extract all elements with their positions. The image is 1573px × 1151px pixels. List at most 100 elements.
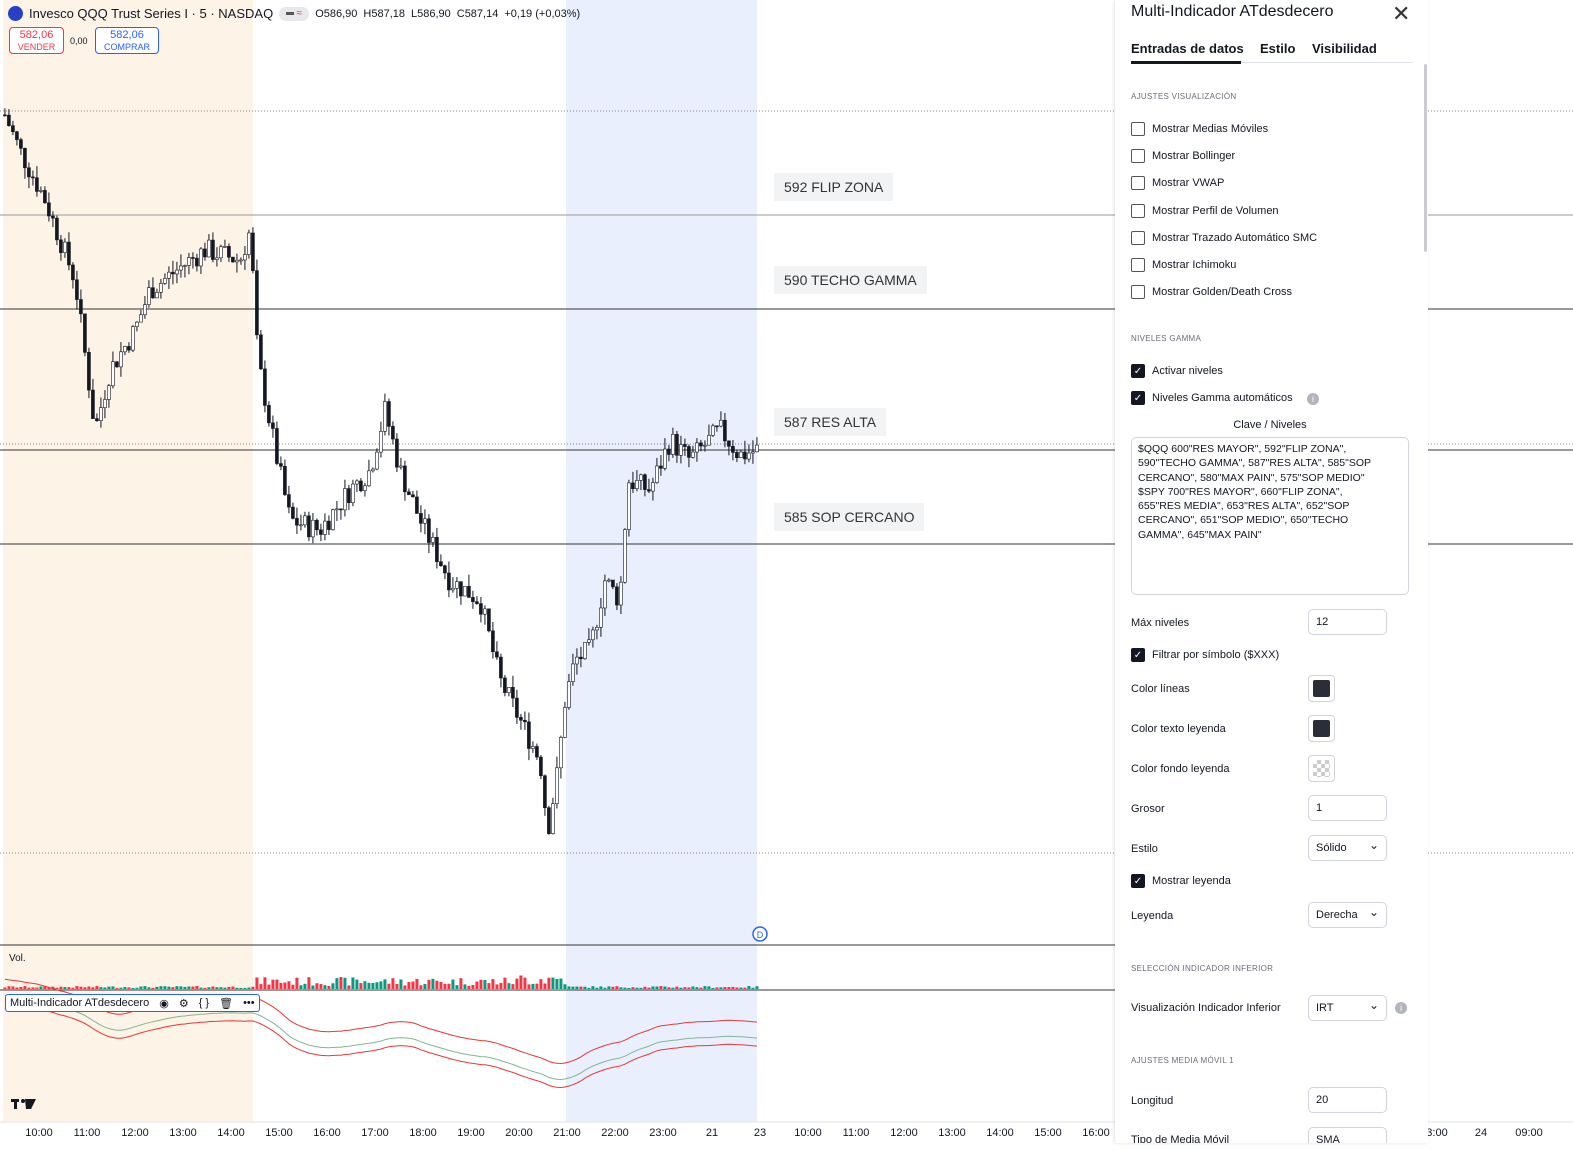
volume-bar bbox=[675, 986, 679, 989]
volume-bar bbox=[571, 986, 575, 989]
volume-bar bbox=[427, 979, 431, 989]
info-icon[interactable]: i bbox=[1395, 1002, 1407, 1014]
volume-bar bbox=[483, 980, 487, 989]
visual-option-checkbox[interactable]: Mostrar Perfil de Volumen bbox=[1131, 204, 1279, 218]
time-axis-label: 15:00 bbox=[265, 1127, 293, 1139]
thickness-label: Grosor bbox=[1131, 803, 1165, 815]
ma-type-select[interactable]: SMA bbox=[1308, 1127, 1387, 1143]
time-axis-label: 10:00 bbox=[794, 1127, 822, 1139]
volume-bar bbox=[567, 986, 571, 989]
volume-bar bbox=[275, 979, 279, 989]
visual-option-checkbox[interactable]: Mostrar Medias Móviles bbox=[1131, 122, 1268, 136]
legend-text-color-swatch[interactable] bbox=[1308, 715, 1335, 742]
candle bbox=[499, 653, 503, 688]
tab-style[interactable]: Estilo bbox=[1260, 41, 1296, 56]
candle bbox=[295, 507, 299, 535]
tab-inputs[interactable]: Entradas de datos bbox=[1131, 41, 1244, 56]
candle bbox=[635, 470, 639, 492]
eye-icon[interactable]: ◉ bbox=[159, 997, 169, 1010]
volume-bar bbox=[187, 986, 191, 989]
volume-bar bbox=[235, 987, 239, 989]
trash-icon[interactable]: 🗑 bbox=[219, 997, 234, 1010]
candle bbox=[403, 460, 407, 501]
legend-bg-color-label: Color fondo leyenda bbox=[1131, 763, 1230, 775]
thickness-input[interactable]: 1 bbox=[1308, 795, 1387, 821]
close-icon[interactable]: ✕ bbox=[1392, 1, 1411, 26]
candle bbox=[275, 421, 279, 466]
candle bbox=[447, 561, 451, 598]
source-code-icon[interactable]: { } bbox=[198, 997, 210, 1009]
indicator-legend[interactable]: Multi-Indicador ATdesdecero ◉ ⚙ { } 🗑 ••… bbox=[5, 994, 260, 1012]
activate-levels-checkbox[interactable]: ✓ Activar niveles bbox=[1131, 364, 1223, 378]
legend-position-select[interactable]: Derecha bbox=[1308, 902, 1387, 928]
candle bbox=[91, 378, 95, 419]
time-axis-label: 10:00 bbox=[25, 1127, 53, 1139]
candle bbox=[179, 254, 183, 278]
candle bbox=[135, 321, 139, 332]
volume-bar bbox=[323, 985, 327, 989]
sell-button[interactable]: 582,06 VENDER bbox=[9, 27, 64, 54]
volume-bar bbox=[587, 987, 591, 989]
panel-scrollbar[interactable] bbox=[1424, 64, 1427, 252]
candle bbox=[683, 438, 687, 456]
lower-indicator-select[interactable]: IRT bbox=[1308, 995, 1387, 1021]
volume-bar bbox=[231, 986, 235, 989]
buy-button[interactable]: 582,06 COMPRAR bbox=[95, 27, 159, 54]
candle bbox=[659, 455, 663, 476]
key-levels-textarea[interactable]: $QQQ 600"RES MAYOR", 592"FLIP ZONA", 590… bbox=[1131, 437, 1409, 595]
volume-bar bbox=[543, 983, 547, 989]
visual-option-checkbox[interactable]: Mostrar Bollinger bbox=[1131, 149, 1235, 163]
volume-bar bbox=[135, 987, 139, 989]
visual-option-checkbox[interactable]: Mostrar Trazado Automático SMC bbox=[1131, 231, 1317, 245]
tab-visibility[interactable]: Visibilidad bbox=[1312, 41, 1377, 56]
show-legend-label: Mostrar leyenda bbox=[1152, 875, 1231, 887]
symbol-title[interactable]: Invesco QQQ Trust Series I · 5 · NASDAQ bbox=[29, 6, 274, 21]
time-axis-label: 23 bbox=[753, 1127, 767, 1139]
candle bbox=[427, 514, 431, 554]
more-icon[interactable]: ••• bbox=[243, 997, 255, 1009]
candle bbox=[567, 673, 571, 710]
candle bbox=[559, 735, 563, 779]
time-axis-label: 13:00 bbox=[169, 1127, 197, 1139]
candle bbox=[723, 412, 727, 448]
volume-bar bbox=[639, 987, 643, 989]
filter-symbol-checkbox[interactable]: ✓ Filtrar por símbolo ($XXX) bbox=[1131, 648, 1279, 662]
visual-option-checkbox[interactable]: Mostrar Golden/Death Cross bbox=[1131, 285, 1292, 299]
candle bbox=[399, 457, 403, 470]
line-color-swatch[interactable] bbox=[1308, 675, 1335, 702]
auto-gamma-checkbox[interactable]: ✓ Niveles Gamma automáticos bbox=[1131, 391, 1293, 405]
dividend-marker-icon[interactable] bbox=[752, 926, 768, 942]
volume-bar bbox=[299, 985, 303, 989]
volume-bar bbox=[591, 986, 595, 989]
candle bbox=[535, 743, 539, 760]
tradingview-logo[interactable] bbox=[11, 1099, 36, 1109]
style-select[interactable]: Sólido bbox=[1308, 835, 1387, 861]
visual-option-checkbox[interactable]: Mostrar VWAP bbox=[1131, 176, 1224, 190]
max-levels-input[interactable]: 12 bbox=[1308, 609, 1387, 635]
volume-bar bbox=[279, 982, 283, 989]
settings-icon[interactable]: ⚙ bbox=[178, 997, 189, 1010]
visual-option-checkbox[interactable]: Mostrar Ichimoku bbox=[1131, 258, 1236, 272]
candle bbox=[539, 755, 543, 779]
volume-bar bbox=[463, 984, 467, 989]
candle bbox=[215, 247, 219, 267]
length-input[interactable]: 20 bbox=[1308, 1087, 1387, 1113]
market-status-pill[interactable]: ≈ bbox=[279, 6, 310, 21]
volume-bar bbox=[459, 978, 463, 989]
show-legend-checkbox[interactable]: ✓ Mostrar leyenda bbox=[1131, 874, 1231, 888]
checkbox-icon bbox=[1131, 149, 1145, 163]
checkmark-icon: ✓ bbox=[1131, 648, 1145, 662]
indicator-line bbox=[4, 1002, 757, 1089]
volume-bar bbox=[731, 986, 735, 989]
candle bbox=[611, 579, 615, 590]
volume-bar bbox=[95, 986, 99, 989]
volume-bar bbox=[215, 987, 219, 989]
volume-bar bbox=[47, 987, 51, 989]
legend-bg-color-swatch[interactable] bbox=[1308, 755, 1335, 782]
candle bbox=[51, 211, 55, 228]
candle bbox=[183, 264, 187, 278]
info-icon[interactable]: i bbox=[1307, 393, 1319, 405]
candle bbox=[687, 444, 691, 468]
candle bbox=[139, 309, 143, 323]
